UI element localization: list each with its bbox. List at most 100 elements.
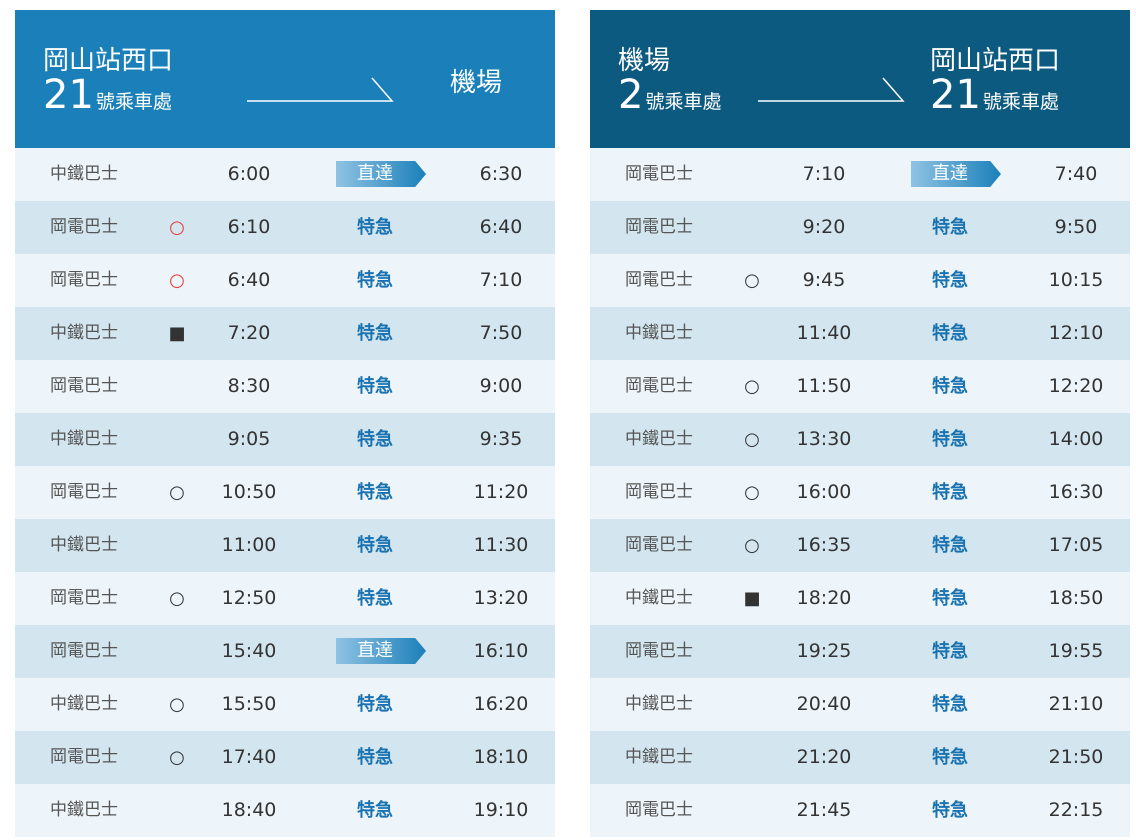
route-header: 機場 2 號乘車處 岡山站西口 21 號乘車處 xyxy=(590,10,1130,148)
departure-time: 21:45 xyxy=(796,799,852,821)
stop-suffix: 號乘車處 xyxy=(645,91,722,113)
operator: 中鐵巴士 xyxy=(50,429,118,449)
operator: 岡電巴士 xyxy=(50,588,118,608)
stop-name: 機場 xyxy=(618,46,671,76)
timetable-row: 中鐵巴士 ○ 15:50 特急 16:20 xyxy=(15,678,555,731)
timetable-row: 岡電巴士 ○ 16:00 特急 16:30 xyxy=(590,466,1130,519)
timetable-row: 岡電巴士 21:45 特急 22:15 xyxy=(590,784,1130,837)
arrival-time: 11:20 xyxy=(473,481,529,503)
arrival-time: 17:05 xyxy=(1048,534,1104,556)
service-type: 特急 xyxy=(932,323,968,344)
mark: ○ xyxy=(169,217,185,238)
timetable-row: 岡電巴士 ○ 12:50 特急 13:20 xyxy=(15,572,555,625)
arrival-time: 9:00 xyxy=(479,375,523,397)
operator: 中鐵巴士 xyxy=(625,694,693,714)
departure-time: 8:30 xyxy=(227,375,271,397)
timetable-row: 中鐵巴士 ■ 18:20 特急 18:50 xyxy=(590,572,1130,625)
departure-time: 16:00 xyxy=(796,481,852,503)
service-type: 直達 xyxy=(336,638,426,664)
timetable-row: 岡電巴士 ○ 10:50 特急 11:20 xyxy=(15,466,555,519)
service-type: 特急 xyxy=(932,588,968,609)
operator: 岡電巴士 xyxy=(625,164,693,184)
timetable-row: 岡電巴士 ○ 9:45 特急 10:15 xyxy=(590,254,1130,307)
mark: ○ xyxy=(169,588,185,609)
arrival-time: 12:10 xyxy=(1048,322,1104,344)
stop-suffix: 號乘車處 xyxy=(982,91,1059,113)
stop-number: 21 號乘車處 xyxy=(930,72,1059,118)
departure-time: 21:20 xyxy=(796,746,852,768)
timetable-row: 中鐵巴士 ■ 7:20 特急 7:50 xyxy=(15,307,555,360)
timetable-row: 岡電巴士 ○ 11:50 特急 12:20 xyxy=(590,360,1130,413)
timetable-row: 岡電巴士 7:10 直達 7:40 xyxy=(590,148,1130,201)
arrival-time: 12:20 xyxy=(1048,375,1104,397)
operator: 中鐵巴士 xyxy=(625,747,693,767)
arrival-time: 16:20 xyxy=(473,693,529,715)
arrival-time: 22:15 xyxy=(1048,799,1104,821)
operator: 岡電巴士 xyxy=(625,800,693,820)
arrival-time: 16:10 xyxy=(473,640,529,662)
operator: 中鐵巴士 xyxy=(50,694,118,714)
arrival-time: 10:15 xyxy=(1048,269,1104,291)
arrival-time: 7:40 xyxy=(1054,163,1098,185)
service-type: 特急 xyxy=(932,482,968,503)
arrival-time: 18:50 xyxy=(1048,587,1104,609)
departure-time: 20:40 xyxy=(796,693,852,715)
service-type: 特急 xyxy=(357,376,393,397)
service-type: 特急 xyxy=(932,747,968,768)
service-type: 特急 xyxy=(357,694,393,715)
route-arrow xyxy=(247,77,394,102)
departure-time: 15:50 xyxy=(221,693,277,715)
service-type: 特急 xyxy=(357,800,393,821)
timetable-row: 中鐵巴士 9:05 特急 9:35 xyxy=(15,413,555,466)
service-type: 特急 xyxy=(932,270,968,291)
service-type: 特急 xyxy=(357,429,393,450)
arrival-time: 9:50 xyxy=(1054,216,1098,238)
stop-name: 機場 xyxy=(449,68,502,98)
operator: 岡電巴士 xyxy=(625,641,693,661)
operator: 岡電巴士 xyxy=(625,217,693,237)
departure-time: 15:40 xyxy=(221,640,277,662)
service-type: 特急 xyxy=(357,747,393,768)
arrival-time: 6:30 xyxy=(479,163,523,185)
timetable-row: 中鐵巴士 11:00 特急 11:30 xyxy=(15,519,555,572)
service-type: 特急 xyxy=(932,376,968,397)
operator: 中鐵巴士 xyxy=(50,535,118,555)
stop-number-value: 21 xyxy=(930,72,981,118)
mark: ■ xyxy=(168,323,186,344)
timetable-panel: 機場 2 號乘車處 岡山站西口 21 號乘車處 岡電巴士 7:10 直達 7:40 岡電巴士 9:20… xyxy=(590,10,1130,837)
stop-name: 岡山站西口 xyxy=(43,46,174,76)
timetable-row: 中鐵巴士 18:40 特急 19:10 xyxy=(15,784,555,837)
operator: 岡電巴士 xyxy=(50,270,118,290)
departure-time: 7:20 xyxy=(227,322,271,344)
service-type: 特急 xyxy=(357,482,393,503)
departure-time: 17:40 xyxy=(221,746,277,768)
departure-time: 12:50 xyxy=(221,587,277,609)
mark: ○ xyxy=(744,429,760,450)
timetable-row: 中鐵巴士 11:40 特急 12:10 xyxy=(590,307,1130,360)
route-arrow xyxy=(758,77,905,102)
mark: ○ xyxy=(169,747,185,768)
departure-time: 11:00 xyxy=(221,534,277,556)
operator: 中鐵巴士 xyxy=(50,164,118,184)
arrival-time: 18:10 xyxy=(473,746,529,768)
timetable-row: 岡電巴士 ○ 16:35 特急 17:05 xyxy=(590,519,1130,572)
departure-time: 19:25 xyxy=(796,640,852,662)
arrival-time: 21:50 xyxy=(1048,746,1104,768)
operator: 岡電巴士 xyxy=(625,270,693,290)
departure-time: 6:40 xyxy=(227,269,271,291)
arrival-time: 13:20 xyxy=(473,587,529,609)
departure-time: 10:50 xyxy=(221,481,277,503)
service-type: 特急 xyxy=(357,588,393,609)
timetable-row: 岡電巴士 9:20 特急 9:50 xyxy=(590,201,1130,254)
arrival-time: 21:10 xyxy=(1048,693,1104,715)
departure-time: 9:05 xyxy=(227,428,271,450)
departure-time: 9:20 xyxy=(802,216,846,238)
operator: 岡電巴士 xyxy=(50,376,118,396)
arrival-time: 19:10 xyxy=(473,799,529,821)
departure-time: 9:45 xyxy=(802,269,846,291)
stop-name: 岡山站西口 xyxy=(930,46,1061,76)
operator: 中鐵巴士 xyxy=(625,588,693,608)
service-type: 特急 xyxy=(932,429,968,450)
departure-time: 6:00 xyxy=(227,163,271,185)
